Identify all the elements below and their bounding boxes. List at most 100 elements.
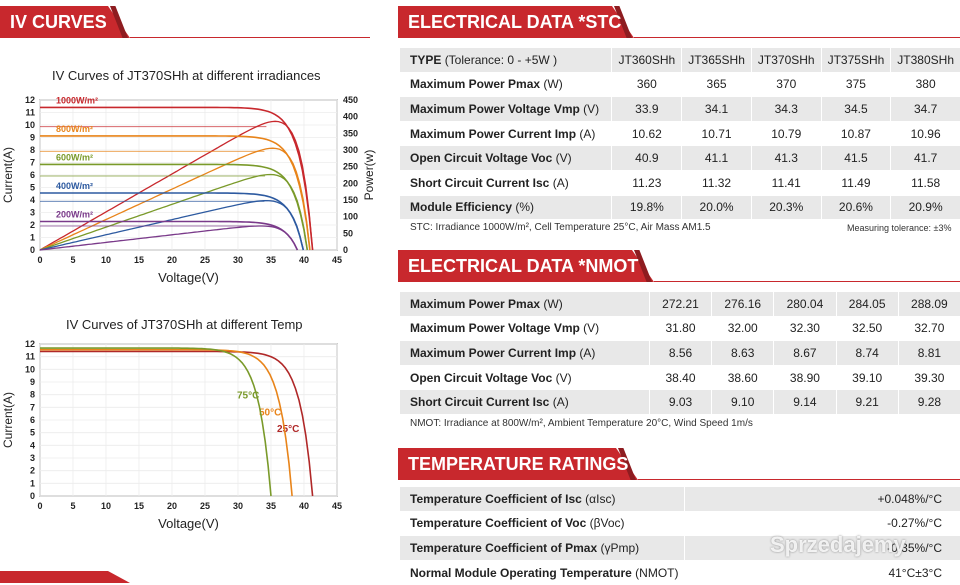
stc-row: Maximum Power Current Imp (A) 10.62 10.71 1… [400, 121, 960, 147]
y2-tick-label: 0 [343, 245, 348, 255]
x-tick-label: 10 [101, 255, 111, 265]
stc-value: 10.79 [750, 121, 822, 147]
watermark: Sprzedajemy [770, 532, 906, 557]
stc-value: 20.6% [820, 195, 891, 221]
stc-tolerance-note: Measuring tolerance: ±3% [847, 223, 952, 233]
stc-row: Open Circuit Voltage Voc (V) 40.9 41.1 41.3… [400, 145, 960, 171]
y-tick-label: 7 [30, 158, 35, 168]
y2-tick-label: 150 [343, 195, 358, 205]
iv-curve-line [40, 347, 272, 497]
nmot-value: 288.09 [897, 292, 960, 317]
chart-title-temp: IV Curves of JT370SHh at different Temp [66, 317, 303, 332]
y2-tick-label: 300 [343, 145, 358, 155]
y-tick-label: 8 [30, 145, 35, 155]
model-name: JT365SHh [681, 48, 752, 73]
nmot-row-label: Maximum Power Voltage Vmp (V) [400, 316, 650, 342]
row-label: Module Efficiency [410, 200, 513, 215]
row-label: Short Circuit Current Isc [410, 395, 550, 410]
y-tick-label: 12 [25, 339, 35, 349]
nmot-value: 39.30 [897, 365, 960, 391]
row-label: Temperature Coefficient of Isc [410, 491, 582, 506]
stc-value: 34.7 [890, 96, 960, 122]
nmot-value: 32.50 [835, 316, 899, 342]
iv-curve-line [40, 350, 314, 497]
row-label: Maximum Power Voltage Vmp [410, 321, 580, 336]
stc-value: 11.58 [890, 170, 960, 196]
row-unit: (βVoc) [589, 516, 625, 531]
bottom-banner-stub [0, 571, 130, 583]
power-curve-line [39, 173, 308, 251]
y-axis-label: Current(A) [1, 392, 15, 448]
stc-value: 33.9 [611, 96, 682, 122]
y-tick-label: 4 [30, 195, 35, 205]
x-tick-label: 25 [200, 501, 210, 511]
row-unit: (A) [579, 345, 596, 360]
y-tick-label: 8 [30, 390, 35, 400]
row-unit: (A) [552, 175, 569, 190]
x-tick-label: 0 [37, 255, 42, 265]
iv-curve-line [40, 192, 305, 251]
y2-tick-label: 100 [343, 212, 358, 222]
model-name: JT370SHh [750, 48, 822, 73]
temp-value: 41°C±3°C [684, 560, 960, 585]
stc-row: Module Efficiency (%) 19.8% 20.0% 20.3% 20.6… [400, 195, 960, 221]
temp-row: Normal Module Operating Temperature (NMO… [400, 560, 960, 585]
stc-value: 11.23 [611, 170, 682, 196]
y2-axis-label: Power(w) [362, 150, 376, 201]
nmot-row-label: Maximum Power Current Imp (A) [400, 340, 650, 366]
row-unit: (V) [555, 370, 572, 385]
electrical-nmot-banner: ELECTRICAL DATA *NMOT [398, 250, 654, 282]
x-tick-label: 40 [299, 255, 309, 265]
stc-value: 19.8% [611, 195, 682, 221]
series-label: 600W/m² [56, 152, 93, 162]
temp-banner-rule [638, 479, 960, 480]
row-label: Normal Module Operating Temperature [410, 565, 632, 580]
y-tick-label: 4 [30, 440, 35, 450]
stc-value: 10.96 [890, 121, 960, 147]
temp-value: +0.048%/°C [684, 487, 960, 512]
y-tick-label: 2 [30, 466, 35, 476]
row-label: Short Circuit Current Isc [410, 175, 550, 190]
x-tick-label: 0 [37, 501, 42, 511]
series-label: 200W/m² [56, 210, 93, 220]
y-tick-label: 1 [30, 478, 35, 488]
y-tick-label: 3 [30, 453, 35, 463]
nmot-value: 8.81 [897, 340, 960, 366]
x-tick-label: 20 [167, 255, 177, 265]
row-unit: (A) [579, 126, 596, 141]
x-tick-label: 35 [266, 255, 276, 265]
y-tick-label: 11 [25, 352, 35, 362]
stc-value: 360 [611, 72, 682, 98]
row-unit: (A) [552, 395, 569, 410]
series-label: 25°C [277, 424, 299, 435]
iv-curve-line [40, 220, 299, 251]
y-tick-label: 1 [30, 233, 35, 243]
nmot-value: 8.63 [711, 340, 774, 366]
stc-value: 41.3 [750, 145, 822, 171]
row-unit: (%) [515, 200, 535, 215]
nmot-row-label: Open Circuit Voltage Voc (V) [400, 365, 650, 391]
nmot-value: 276.16 [711, 292, 774, 317]
row-label: Maximum Power Current Imp [410, 126, 577, 141]
nmot-table: Maximum Power Pmax (W) 272.21 276.16 280.04… [400, 292, 960, 415]
stc-value: 20.9% [890, 195, 960, 221]
nmot-row-label: Short Circuit Current Isc (A) [400, 389, 650, 415]
row-label: Maximum Power Pmax [410, 296, 541, 311]
y-tick-label: 0 [30, 491, 35, 501]
stc-note: STC: Irradiance 1000W/m², Cell Temperatu… [410, 222, 711, 233]
nmot-value: 8.56 [648, 340, 712, 366]
row-unit: (αIsc) [585, 491, 616, 506]
stc-value: 11.32 [681, 170, 752, 196]
y-tick-label: 5 [30, 183, 35, 193]
row-label: Temperature Coefficient of Pmax [410, 540, 598, 555]
nmot-value: 38.90 [773, 365, 837, 391]
row-label: Open Circuit Voltage Voc [410, 370, 553, 385]
nmot-value: 8.74 [835, 340, 899, 366]
row-label: Maximum Power Current Imp [410, 345, 577, 360]
iv-curve-line [40, 135, 311, 251]
stc-value: 10.87 [820, 121, 891, 147]
temp-row: Temperature Coefficient of Isc (αIsc) +0.… [400, 487, 960, 512]
nmot-row: Maximum Power Pmax (W) 272.21 276.16 280.04… [400, 292, 960, 317]
stc-value: 41.1 [681, 145, 752, 171]
nmot-value: 272.21 [648, 292, 712, 317]
